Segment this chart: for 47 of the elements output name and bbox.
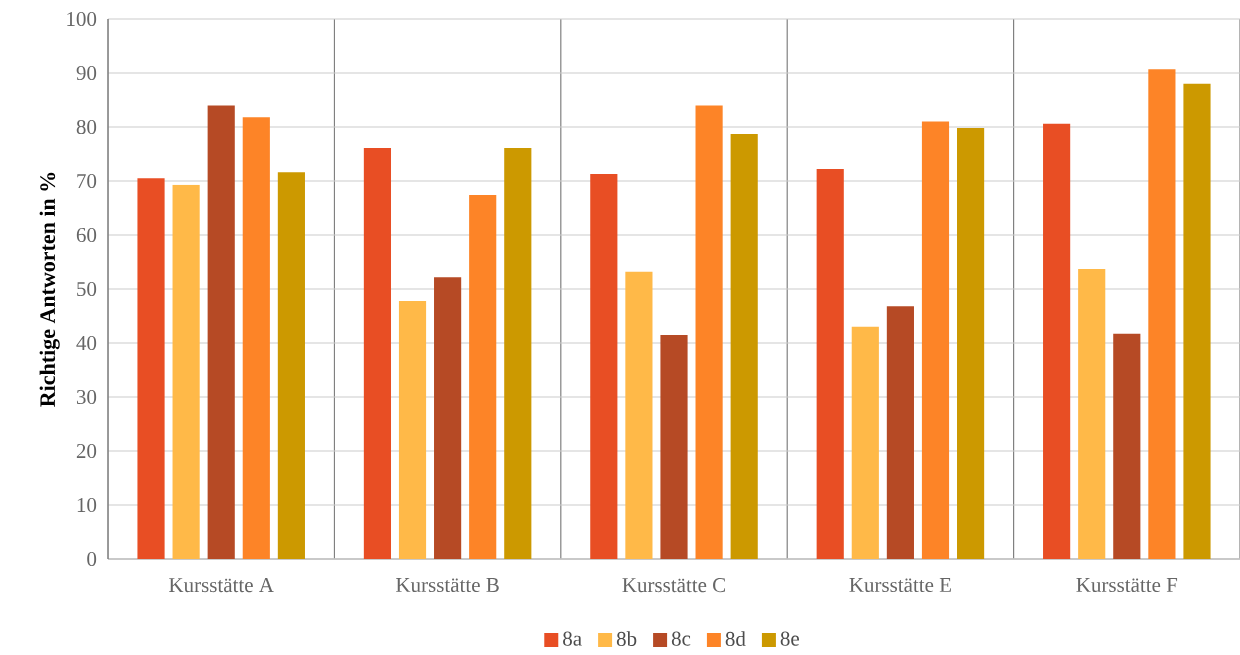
legend-label: 8a [563, 631, 582, 646]
bar [363, 148, 392, 559]
bar [625, 271, 653, 559]
y-tick-label: 70 [77, 173, 97, 189]
bar [851, 326, 879, 559]
bar [137, 178, 165, 559]
bar [434, 277, 462, 559]
x-tick-label: Kursstätte F [1076, 578, 1178, 593]
bar [1148, 69, 1176, 559]
bar [242, 117, 270, 559]
x-tick-label: Kursstätte C [622, 578, 726, 593]
x-tick-label: Kursstätte A [169, 578, 274, 593]
legend-label: 8d [725, 631, 746, 647]
y-tick-label: 10 [77, 497, 97, 513]
bar [816, 169, 844, 559]
y-tick-label: 50 [77, 281, 97, 297]
bar [1113, 333, 1141, 559]
y-tick-label: 20 [76, 443, 97, 459]
bar [398, 300, 427, 559]
bar [172, 184, 200, 559]
bar [730, 134, 758, 559]
y-tick-label: 30 [76, 389, 97, 405]
y-tick-label: 90 [76, 65, 97, 81]
bar [660, 334, 688, 559]
bar [957, 128, 985, 559]
bar [1043, 123, 1071, 559]
bar [207, 105, 235, 559]
bar [469, 195, 497, 559]
bar [695, 105, 723, 559]
bar [277, 172, 305, 559]
y-tick-label: 100 [67, 11, 97, 27]
bar [590, 173, 618, 559]
bar [1183, 83, 1211, 559]
bar [921, 121, 950, 559]
y-tick-label: 60 [76, 227, 97, 243]
bar [1078, 269, 1106, 559]
y-axis-title: Richtige Antworten in % [39, 172, 60, 407]
bar [504, 148, 532, 559]
x-tick-label: Kursstätte E [849, 578, 951, 593]
bar [886, 306, 914, 559]
y-tick-label: 40 [76, 335, 97, 351]
y-tick-label: 0 [87, 551, 97, 567]
x-tick-label: Kursstätte B [396, 578, 499, 593]
legend-label: 8b [616, 631, 637, 647]
legend-label: 8c [671, 631, 691, 646]
legend-label: 8e [780, 631, 800, 646]
y-tick-label: 80 [76, 119, 97, 135]
